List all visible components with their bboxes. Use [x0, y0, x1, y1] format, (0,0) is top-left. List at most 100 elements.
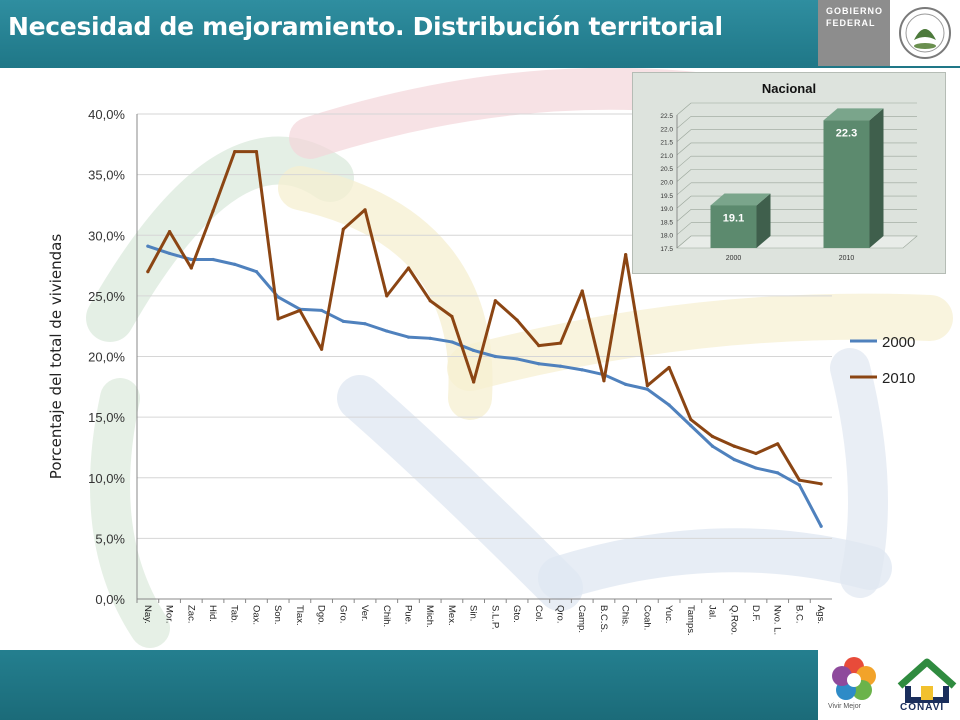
data-point-2000	[754, 466, 758, 470]
data-point-2010	[406, 266, 411, 270]
inset-chart-panel: Nacional 17.5 18.0 18.5 19.0 19.5 20.0 20.5 21.0…	[632, 72, 946, 274]
inset-x-tick-label: 2010	[839, 255, 855, 262]
data-point-2000	[689, 424, 693, 428]
data-point-2010	[732, 444, 736, 448]
y-tick-label: 35,0%	[88, 168, 125, 183]
inset-data-label: 19.1	[723, 212, 744, 224]
x-tick-label: B.C.	[793, 605, 804, 623]
x-tick-label: Mor.	[164, 605, 175, 623]
inset-bar-side	[869, 108, 884, 248]
data-point-2000	[624, 382, 628, 386]
inset-y-tick-label: 22.0	[660, 126, 673, 133]
x-tick-label: Pue.	[402, 605, 413, 625]
legend-label: 2000	[882, 334, 915, 351]
data-point-2000	[797, 483, 802, 487]
x-tick-label: Tlax.	[294, 605, 305, 626]
inset-bar	[823, 120, 870, 248]
data-point-2010	[493, 299, 497, 303]
data-point-2010	[776, 442, 780, 446]
inset-data-label: 22.3	[836, 127, 857, 139]
x-tick-label: Jal.	[707, 605, 718, 620]
data-point-2000	[537, 362, 541, 366]
x-tick-label: Gro.	[337, 605, 348, 623]
x-tick-label: Son.	[272, 605, 283, 625]
inset-bar-side	[756, 193, 771, 248]
data-point-2010	[624, 253, 628, 257]
inset-y-tick-label: 22.5	[660, 113, 673, 120]
x-tick-label: Ver.	[359, 605, 370, 621]
data-point-2000	[515, 357, 519, 361]
y-tick-label: 5,0%	[95, 531, 125, 546]
data-point-2010	[146, 270, 150, 274]
data-point-2000	[558, 364, 563, 368]
x-tick-label: Chih.	[381, 605, 392, 627]
y-axis-label: Porcentaje del total de viviendas	[47, 234, 65, 480]
data-point-2010	[537, 343, 541, 348]
footer-logos: Vivir Mejor CONAVI	[818, 650, 960, 720]
data-point-2010	[233, 149, 237, 154]
x-tick-label: Gto.	[511, 605, 522, 623]
inset-y-tick-label: 17.5	[660, 246, 673, 253]
x-tick-label: Nvo. L.	[772, 605, 783, 635]
x-tick-label: Tamps.	[685, 605, 696, 636]
data-point-2000	[450, 340, 454, 344]
inset-bar-chart: Nacional 17.5 18.0 18.5 19.0 19.5 20.0 20.5 21.0…	[660, 81, 918, 262]
x-tick-label: Col.	[533, 605, 544, 622]
inset-y-tick-label: 18.5	[660, 219, 673, 226]
data-point-2010	[254, 149, 259, 154]
data-point-2010	[385, 294, 389, 298]
x-tick-label: Camp.	[576, 605, 587, 633]
data-point-2010	[797, 478, 802, 482]
inset-y-tick-label: 19.5	[660, 193, 673, 200]
x-tick-label: Tab.	[229, 605, 240, 623]
data-point-2010	[189, 266, 193, 270]
data-point-2000	[341, 319, 345, 323]
x-tick-label: Dgo.	[316, 605, 327, 625]
inset-gridline-depth	[676, 169, 692, 182]
data-point-2000	[406, 335, 411, 339]
data-point-2010	[298, 308, 302, 313]
header-bar: Necesidad de mejoramiento. Distribución …	[0, 0, 960, 68]
x-tick-label: Chis.	[620, 605, 631, 627]
inset-bar-top	[823, 108, 884, 121]
x-tick-label: Yuc.	[663, 605, 674, 624]
line-chart: 0,0% 5,0% 10,0% 15,0% 20,0% 25,0% 30,0% 35,0% 40…	[47, 107, 915, 636]
inset-x-tick-label: 2000	[726, 255, 742, 262]
x-tick-label: Oax.	[250, 605, 261, 625]
conavi-logo-icon	[897, 658, 957, 703]
x-tick-label: Qro.	[555, 605, 566, 623]
data-point-2000	[667, 403, 671, 407]
inset-y-tick-label: 19.0	[660, 206, 673, 213]
data-point-2010	[515, 318, 519, 322]
inset-gridline-depth	[676, 182, 692, 196]
x-tick-label: Mex.	[446, 605, 457, 626]
y-tick-label: 25,0%	[88, 289, 125, 304]
series-line-2010	[146, 150, 823, 486]
y-tick-label: 40,0%	[88, 107, 125, 122]
data-point-2010	[558, 341, 563, 345]
inset-gridline-depth	[676, 116, 692, 129]
data-point-2010	[754, 451, 758, 456]
data-point-2000	[189, 257, 193, 262]
page-title: Necesidad de mejoramiento. Distribución …	[8, 12, 723, 41]
data-point-2010	[580, 289, 584, 293]
inset-y-tick-label: 20.0	[660, 180, 673, 187]
data-point-2010	[276, 317, 280, 321]
data-point-2010	[819, 482, 823, 486]
data-point-2010	[450, 314, 454, 319]
data-point-2010	[645, 384, 649, 388]
conavi-caption: CONAVI	[900, 702, 945, 713]
data-point-2000	[493, 354, 497, 359]
data-point-2000	[776, 471, 780, 475]
data-point-2000	[428, 336, 432, 340]
data-point-2000	[819, 524, 823, 528]
data-point-2010	[211, 209, 215, 213]
data-point-2000	[167, 251, 172, 256]
footer-bar	[0, 650, 960, 720]
data-point-2000	[732, 457, 736, 462]
inset-gridline-depth	[676, 209, 692, 222]
x-tick-label: Sin.	[468, 605, 479, 621]
legend-label: 2010	[882, 370, 915, 387]
data-point-2000	[580, 368, 584, 372]
y-tick-label: 10,0%	[88, 471, 125, 486]
